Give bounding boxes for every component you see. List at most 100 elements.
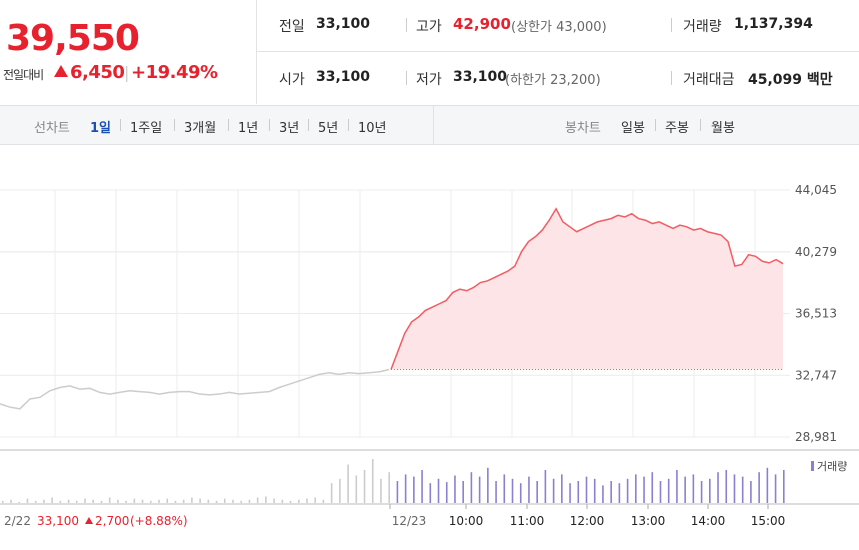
tab-1day[interactable]: 1일 [90, 121, 112, 136]
volume-bar [92, 499, 95, 503]
volume-bar [692, 474, 695, 503]
open-value: 33,100 [316, 69, 371, 85]
x-tick-label: 11:00 [510, 514, 545, 528]
x-tick-label: 15:00 [751, 514, 786, 528]
tab-3year[interactable]: 3년 [279, 121, 300, 136]
today-series [390, 207, 784, 370]
volume-bar [306, 498, 308, 503]
tab-separator [308, 119, 309, 131]
tab-5year[interactable]: 5년 [318, 121, 339, 136]
volume-bar [519, 483, 522, 503]
volume-bar [84, 498, 86, 503]
change-value: 6,450 [70, 62, 125, 83]
volume-bar [454, 475, 456, 503]
volume-bar [569, 483, 571, 503]
change-percent: +19.49% [131, 62, 218, 83]
y-axis: 44,045 40,279 36,513 32,747 28,981 [795, 183, 837, 444]
volume-bar [470, 472, 473, 503]
y-tick-label: 36,513 [795, 307, 837, 321]
current-price: 39,550 [6, 18, 140, 59]
volume-bar [347, 464, 349, 503]
x-tick-label: 12:00 [570, 514, 605, 528]
y-tick-label: 40,279 [795, 245, 837, 259]
volume-bar [593, 478, 596, 503]
candle-chart-label: 봉차트 [565, 121, 601, 136]
stat-divider [671, 18, 672, 32]
x-tick-label: 13:00 [631, 514, 666, 528]
tab-weekly-candle[interactable]: 주봉 [665, 121, 689, 136]
prev-pct-label: (+8.88%) [130, 514, 188, 528]
volume-bar [240, 500, 243, 503]
volume-bar [108, 497, 111, 503]
volume-bar [626, 478, 629, 503]
prev-up-triangle-icon [85, 517, 93, 524]
today-area-fill [391, 208, 783, 370]
volume-legend-swatch [811, 461, 814, 471]
volume-bar [174, 500, 177, 503]
open-label: 시가 [279, 72, 305, 88]
volume-bar [429, 483, 432, 503]
volume-bar [339, 478, 341, 503]
volume-bar [396, 481, 399, 503]
volume-bar [585, 476, 588, 503]
volume-bar [43, 499, 45, 503]
volume-bar [421, 470, 423, 503]
volume-bar [536, 481, 538, 503]
tab-1week[interactable]: 1주일 [130, 121, 163, 136]
high-label: 고가 [416, 19, 442, 35]
volume-bar [659, 481, 662, 503]
x-tick-label: 14:00 [691, 514, 726, 528]
stat-divider [671, 71, 672, 85]
volume-bar [314, 497, 316, 503]
volume-bar [18, 501, 21, 503]
volume-bar [51, 497, 53, 503]
volume-bar [602, 485, 604, 503]
volume-bar [10, 499, 12, 503]
volume-bar [503, 474, 506, 503]
tab-separator [700, 119, 701, 131]
volume-bar [610, 481, 612, 503]
volume-bar [487, 467, 489, 503]
prev-date-label: 2/22 [4, 514, 31, 528]
volume-bar [141, 499, 144, 503]
volume-bar [363, 470, 366, 503]
volume-label: 거래량 [683, 19, 722, 35]
volume-bar [158, 499, 160, 503]
tab-daily-candle[interactable]: 일봉 [621, 121, 645, 136]
volume-bar [700, 481, 703, 503]
prev-close-value: 33,100 [316, 16, 371, 32]
volume-bar [265, 496, 267, 503]
volume-bar [717, 472, 719, 503]
high-value: 42,900 [453, 15, 511, 33]
volume-bar [380, 478, 382, 503]
prev-day-series [0, 368, 390, 410]
volume-bar [725, 470, 728, 503]
x-tick-label: 10:00 [449, 514, 484, 528]
volume-bar [495, 481, 497, 503]
tab-monthly-candle[interactable]: 월봉 [711, 121, 735, 136]
volume-legend-label: 거래량 [817, 460, 847, 473]
lower-limit-note: (하한가 23,200) [505, 73, 601, 88]
volume-bar [445, 482, 448, 503]
tab-1year[interactable]: 1년 [238, 121, 259, 136]
volume-bar [289, 500, 292, 503]
trade-value-label: 거래대금 [683, 72, 735, 88]
tab-separator [655, 119, 656, 131]
quote-summary: 39,550 전일대비 6,450 | +19.49% 전일 33,100 고가… [0, 0, 859, 104]
trade-value-value: 45,099 백만 [748, 72, 833, 88]
line-chart-label: 선차트 [34, 121, 70, 136]
volume-bar [577, 481, 580, 503]
volume-bar [281, 499, 284, 503]
volume-bar [26, 498, 29, 503]
tab-3month[interactable]: 3개월 [184, 121, 217, 136]
low-label: 저가 [416, 72, 442, 88]
volume-bar [676, 470, 678, 503]
volume-bar [511, 478, 514, 503]
tab-separator [174, 119, 175, 131]
volume-bar [355, 475, 358, 503]
tab-10year[interactable]: 10년 [358, 121, 387, 136]
volume-bar [709, 478, 711, 503]
tab-separator [120, 119, 121, 131]
volume-value: 1,137,394 [734, 16, 813, 32]
